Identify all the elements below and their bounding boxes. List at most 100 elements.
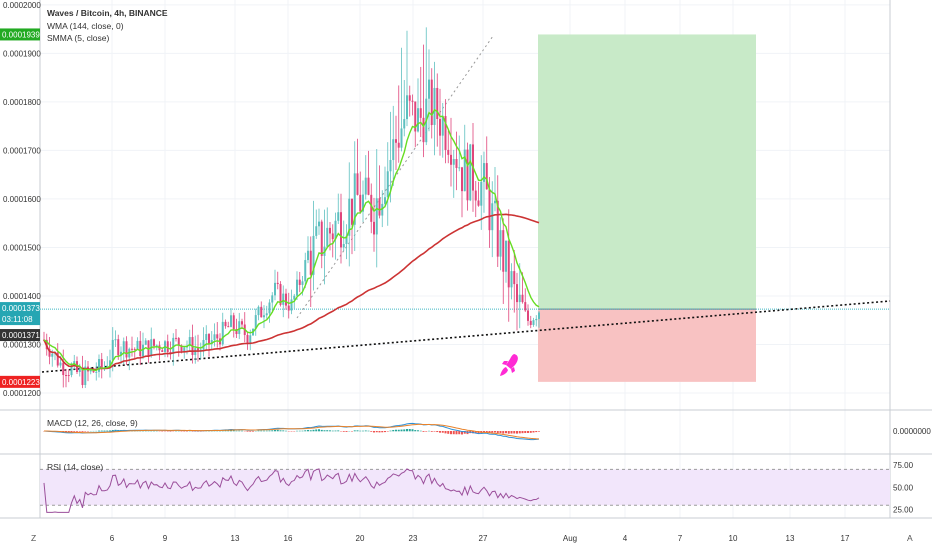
- price-axis[interactable]: 0.0002000 0.0001900 0.0001800 0.0001700 0.00…: [3, 1, 41, 398]
- target-zone[interactable]: [538, 34, 756, 310]
- candle-body: [279, 284, 282, 305]
- macd-histogram-bar: [447, 431, 450, 434]
- macd-histogram-bar: [265, 430, 268, 432]
- macd-histogram-bar: [268, 430, 271, 432]
- time-tick-label: 27: [479, 534, 488, 543]
- candle-body: [109, 360, 111, 367]
- candle-body: [307, 250, 309, 261]
- candle-body: [197, 348, 199, 351]
- macd-histogram-bar: [323, 430, 326, 432]
- candle-body: [510, 271, 513, 288]
- candle-body: [411, 100, 414, 102]
- price-tag: [0, 302, 40, 315]
- trendline-support[interactable]: [41, 300, 891, 373]
- candle-body: [111, 339, 114, 361]
- candle-body: [122, 341, 125, 352]
- macd-histogram-bar: [98, 430, 100, 432]
- rsi-title[interactable]: RSI (14, close): [47, 462, 104, 472]
- candle-body: [433, 87, 436, 125]
- macd-histogram-bar: [337, 430, 340, 432]
- candle-body: [375, 198, 378, 235]
- macd-histogram-bar: [392, 429, 395, 432]
- macd-histogram-bar: [496, 431, 499, 434]
- candle-body: [502, 230, 505, 272]
- candle-body: [527, 310, 529, 321]
- candle-body: [81, 368, 84, 386]
- macd-histogram-bar: [84, 431, 87, 432]
- legend-symbol[interactable]: Waves / Bitcoin, 4h, BINANCE: [47, 8, 168, 18]
- macd-histogram-bar: [359, 430, 362, 432]
- macd-histogram-bar: [312, 429, 315, 432]
- candle-body: [125, 341, 128, 358]
- macd-histogram-bar: [474, 431, 477, 434]
- time-tick-label: 20: [356, 534, 365, 543]
- macd-histogram-bar: [444, 431, 447, 434]
- price-tick-label: 0.0001900: [3, 49, 41, 58]
- macd-histogram-bar: [224, 430, 227, 432]
- candle-body: [320, 221, 323, 256]
- zoom-button[interactable]: Z: [31, 533, 37, 543]
- macd-histogram-bar: [488, 431, 491, 433]
- candle-body: [389, 160, 392, 172]
- candle-body: [301, 281, 304, 285]
- macd-histogram-bar: [529, 431, 532, 433]
- macd-histogram-bar: [227, 430, 230, 432]
- auto-scale-button[interactable]: A: [907, 533, 913, 543]
- candle-body: [532, 320, 535, 325]
- candle-body: [485, 163, 488, 190]
- macd-histogram-bar: [373, 431, 375, 433]
- candle-body: [367, 177, 370, 195]
- stop-zone[interactable]: [538, 309, 756, 382]
- macd-histogram-bar: [329, 430, 331, 432]
- candle-body: [271, 295, 274, 303]
- time-axis[interactable]: 6 9 13 16 20 23 27 Aug 4 7 10 13 17: [110, 534, 850, 543]
- macd-histogram-bar: [194, 431, 197, 432]
- macd-histogram-bar: [307, 429, 309, 432]
- candle-body: [265, 313, 268, 316]
- macd-histogram-bar: [439, 431, 441, 433]
- candle-body: [67, 375, 70, 377]
- candle-body: [359, 194, 362, 212]
- candle-body: [381, 203, 384, 216]
- candle-body: [491, 203, 494, 231]
- candle-body: [144, 340, 147, 345]
- candle-body: [100, 359, 103, 368]
- candle-body: [337, 212, 340, 221]
- macd-title[interactable]: MACD (12, 26, close, 9): [47, 418, 138, 428]
- macd-histogram-bar: [301, 430, 304, 432]
- candle-body: [430, 79, 433, 125]
- candle-body: [439, 119, 441, 136]
- macd-histogram-bar: [422, 431, 425, 432]
- candle-body: [232, 315, 235, 330]
- macd-histogram-bar: [516, 431, 518, 434]
- candle-body: [276, 282, 279, 285]
- macd-histogram-bar: [441, 431, 444, 433]
- candle-body: [397, 142, 400, 148]
- macd-histogram-bar: [455, 431, 458, 435]
- macd-histogram-bar: [513, 431, 516, 434]
- macd-axis-label: 0.0000000: [893, 427, 931, 436]
- candle-body: [202, 339, 205, 350]
- macd-histogram-bar: [276, 429, 279, 432]
- macd-histogram-bar: [274, 429, 276, 432]
- candle-body: [436, 87, 439, 120]
- macd-histogram-bar: [326, 430, 329, 432]
- candle-body: [224, 321, 227, 327]
- legend-smma[interactable]: SMMA (5, close): [47, 33, 110, 43]
- macd-histogram-bar: [411, 429, 414, 432]
- grid: [0, 0, 932, 519]
- legend-wma[interactable]: WMA (144, close, 0): [47, 21, 124, 31]
- macd-histogram-bar: [425, 431, 428, 432]
- candle-body: [282, 293, 285, 305]
- wma-line: [43, 213, 540, 371]
- candle-body: [494, 200, 496, 204]
- macd-histogram-bar: [246, 431, 249, 432]
- candle-body: [414, 101, 417, 132]
- macd-histogram-bar: [144, 430, 147, 432]
- macd-histogram-bar: [103, 430, 106, 432]
- candle-body: [370, 194, 373, 222]
- candle-body: [340, 212, 342, 248]
- candle-body: [362, 194, 364, 212]
